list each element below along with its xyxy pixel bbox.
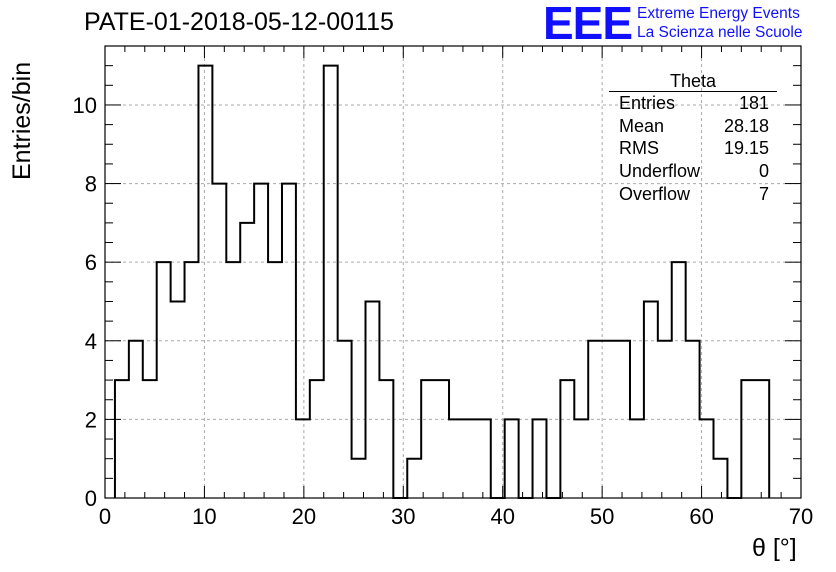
stats-label: Mean [619,115,665,136]
stats-label: RMS [619,138,659,159]
stats-value: 19.15 [723,138,769,159]
y-tick-label: 6 [85,250,97,275]
stats-label: Underflow [619,161,701,182]
stats-value: 7 [758,183,769,204]
x-tick-label: 10 [192,504,216,529]
x-tick-label: 0 [99,504,111,529]
stats-value: 181 [738,93,769,113]
stats-value: 28.18 [723,115,769,136]
y-tick-label: 2 [85,407,97,432]
stats-row: Entries 181 [609,92,777,115]
y-axis-label: Entries/bin [8,61,36,180]
x-tick-label: 70 [789,504,813,529]
stats-label: Entries [619,93,676,113]
stats-box-title: Theta [609,72,777,92]
y-tick-label: 0 [85,486,97,511]
x-tick-label: 30 [391,504,415,529]
stats-box: Theta Entries 181 Mean 28.18 RMS 19.15 Unde… [609,72,777,206]
x-tick-label: 20 [292,504,316,529]
eee-logo: EEE [543,0,633,49]
plot-frame [104,45,802,499]
x-tick-label: 50 [590,504,614,529]
x-tick-label: 60 [689,504,713,529]
stats-value: 0 [758,161,769,182]
stats-row: Underflow 0 [609,160,777,183]
logo-caption-line2: La Scienza nelle Scuole [637,24,803,41]
x-tick-label: 40 [490,504,514,529]
stats-row: Mean 28.18 [609,115,777,138]
y-tick-label: 10 [73,93,97,118]
stats-row: RMS 19.15 [609,137,777,160]
stats-row: Overflow 7 [609,183,777,206]
chart-title: PATE-01-2018-05-12-00115 [84,8,394,36]
x-axis-label: θ [°] [752,534,797,562]
logo-caption-line1: Extreme Energy Events [637,5,800,22]
logo-caption: Extreme Energy Events La Scienza nelle S… [637,4,802,42]
stats-label: Overflow [619,183,691,204]
y-tick-label: 8 [85,172,97,197]
y-tick-label: 4 [85,329,97,354]
histogram-line [113,64,771,499]
